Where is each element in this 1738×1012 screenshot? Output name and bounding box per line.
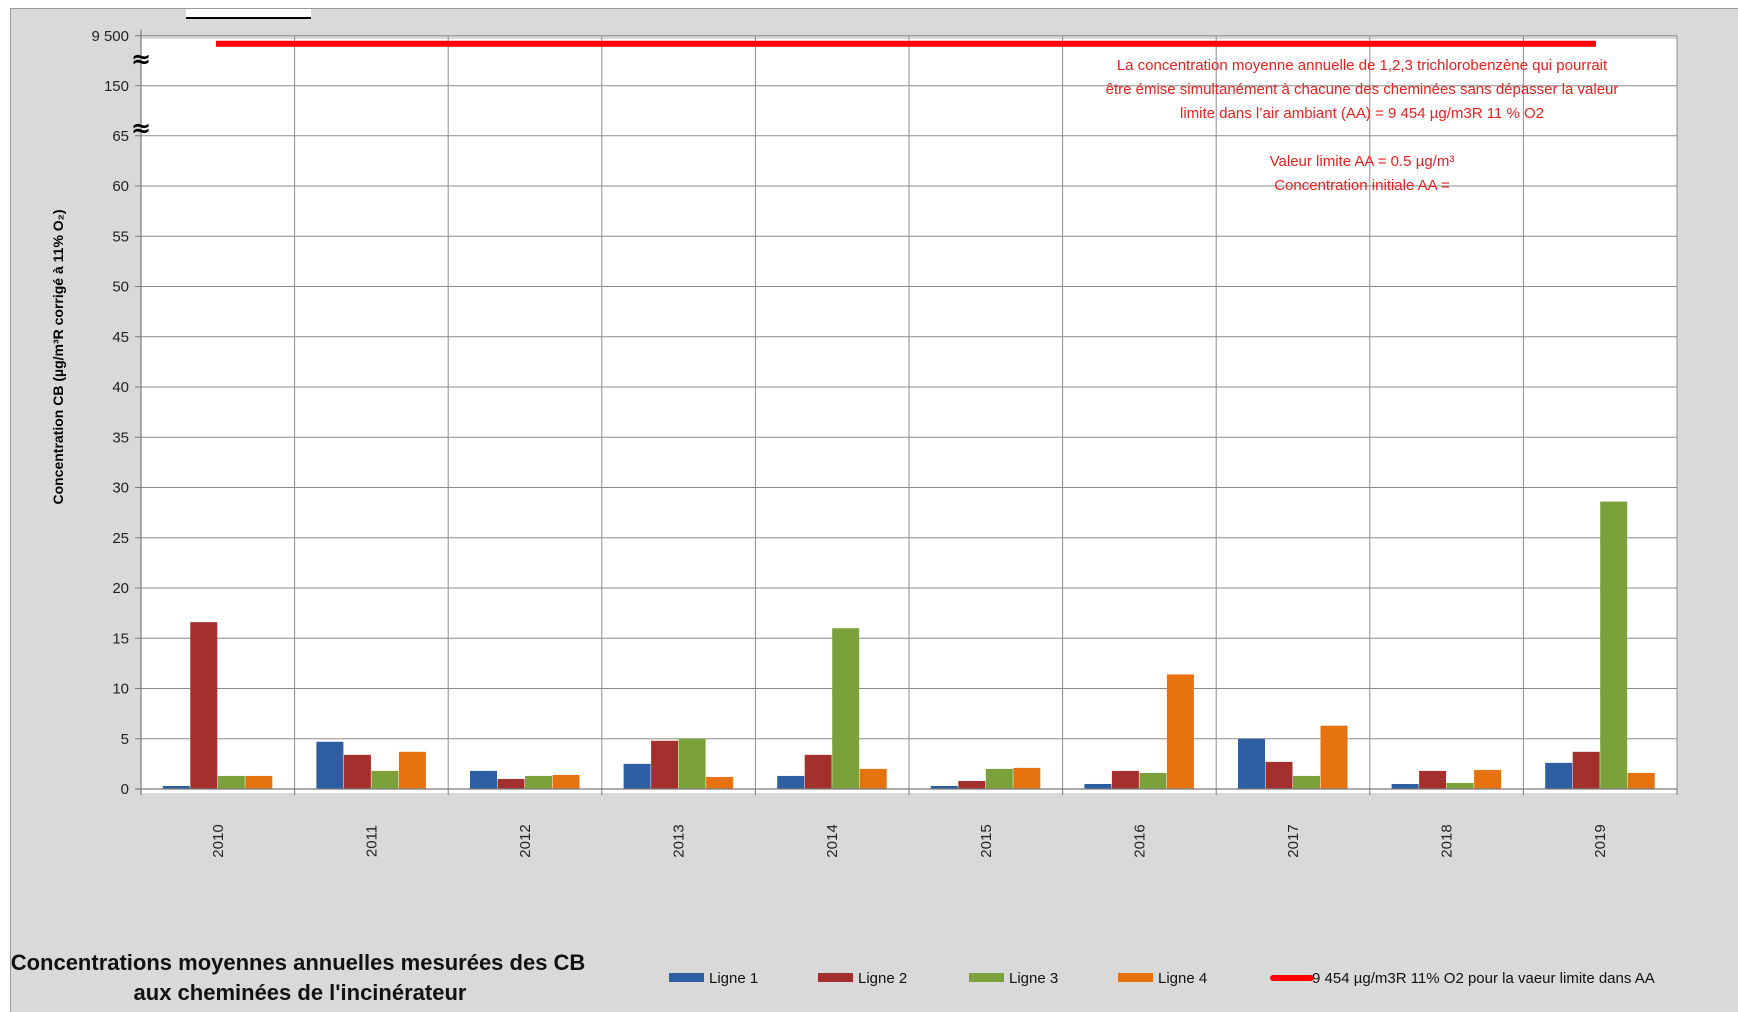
x-tick-label: 2017	[1285, 824, 1302, 857]
bar-ligne-2	[958, 780, 986, 789]
top-edge-notch	[186, 9, 311, 19]
bar-ligne-2	[651, 740, 679, 789]
x-tick-labels: 2010 2011 2012 2013 2014 2015 2016 2017 2018 2019	[210, 824, 1609, 857]
bar-ligne-3	[525, 775, 552, 789]
annotation-line: Valeur limite AA = 0.5 µg/m³	[1270, 153, 1455, 170]
bar-ligne-1	[316, 741, 344, 789]
bar-ligne-4	[1013, 767, 1041, 789]
bar-ligne-3	[217, 775, 245, 789]
y-tick-label: 15	[112, 630, 129, 647]
bar-ligne-4	[1474, 769, 1502, 789]
bar-ligne-1	[623, 763, 651, 789]
x-tick-label: 2018	[1439, 824, 1456, 857]
axes	[135, 29, 1678, 795]
bar-ligne-1	[1238, 738, 1265, 789]
legend-swatch	[969, 973, 1004, 982]
bar-ligne-4	[1627, 772, 1655, 789]
bar-ligne-1	[777, 775, 805, 789]
annotation-line: Concentration initiale AA =	[1274, 177, 1450, 194]
x-tick-label: 2010	[210, 824, 227, 857]
bar-ligne-4	[1166, 674, 1194, 789]
bar-ligne-3	[832, 628, 860, 789]
y-tick-label: 30	[112, 480, 129, 497]
annotation-block: La concentration moyenne annuelle de 1,2…	[1106, 57, 1619, 194]
bar-ligne-4	[859, 768, 887, 789]
axis-break-mark: ≈	[131, 45, 151, 73]
legend-swatch	[669, 973, 704, 982]
y-tick-label: 25	[112, 530, 129, 547]
y-tick-label: 55	[112, 228, 129, 245]
y-tick-label: 40	[112, 379, 129, 396]
chart-title-line: aux cheminées de l'incinérateur	[134, 980, 467, 1005]
bar-ligne-2	[497, 778, 525, 789]
bar-ligne-3	[371, 770, 399, 789]
legend-label: Ligne 2	[858, 970, 907, 987]
y-tick-label: 150	[104, 78, 129, 95]
bar-ligne-3	[1139, 772, 1167, 789]
chart-title-line: Concentrations moyennes annuelles mesuré…	[11, 950, 585, 975]
x-tick-label: 2011	[363, 825, 380, 857]
legend-label: Ligne 1	[709, 970, 758, 987]
grid	[141, 35, 1678, 789]
bar-ligne-2	[343, 754, 371, 789]
bar-ligne-1	[1084, 783, 1112, 789]
bar-ligne-3	[678, 738, 706, 789]
bar-ligne-3	[1293, 775, 1320, 789]
bar-ligne-4	[552, 774, 580, 789]
bar-ligne-3	[1446, 782, 1474, 789]
bar-ligne-1	[470, 770, 497, 789]
bar-ligne-2	[1111, 770, 1139, 789]
bar-ligne-2	[1572, 751, 1600, 789]
y-tick-label: 65	[112, 128, 129, 145]
bar-ligne-2	[804, 754, 832, 789]
bar-ligne-4	[245, 775, 273, 789]
axis-break-mark: ≈	[131, 114, 151, 142]
y-tick-label: 5	[121, 731, 129, 748]
legend-label: 9 454 µg/m3R 11% O2 pour la vaeur limite…	[1312, 970, 1655, 987]
annotation-line: La concentration moyenne annuelle de 1,2…	[1117, 57, 1608, 74]
y-axis-label: Concentration CB (µg/m³R corrigé à 11% O…	[50, 209, 66, 504]
y-tick-label: 9 500	[91, 28, 129, 45]
x-tick-label: 2015	[978, 824, 995, 857]
bar-ligne-2	[190, 622, 218, 789]
y-tick-label: 45	[112, 329, 129, 346]
y-tick-label: 35	[112, 429, 129, 446]
y-tick-label: 10	[112, 681, 129, 698]
y-tick-label: 60	[112, 178, 129, 195]
x-tick-label: 2013	[671, 824, 688, 857]
bars	[162, 501, 1655, 789]
x-tick-label: 2012	[517, 824, 534, 857]
y-tick-label: 20	[112, 580, 129, 597]
legend-label: Ligne 3	[1009, 970, 1058, 987]
bar-ligne-4	[706, 776, 734, 789]
chart-frame: 0 5 10 15 20 25 30 35 40 45 50 55 60 65 150 9 500 2010 2…	[10, 8, 1738, 1012]
bar-ligne-4	[398, 751, 426, 789]
bar-ligne-4	[1320, 725, 1348, 789]
legend-label: Ligne 4	[1158, 970, 1207, 987]
bar-ligne-1	[1391, 783, 1419, 789]
bar-ligne-1	[930, 785, 958, 789]
annotation-line: être émise simultanément à chacune des c…	[1106, 81, 1619, 98]
bar-ligne-1	[1545, 762, 1573, 789]
y-tick-label: 0	[121, 781, 129, 798]
bar-ligne-2	[1419, 770, 1447, 789]
legend: Ligne 1 Ligne 2 Ligne 3 Ligne 4 9 454 µg/m3R…	[669, 970, 1655, 987]
bar-ligne-1	[162, 785, 190, 789]
annotation-line: limite dans l’air ambiant (AA) = 9 454 µ…	[1180, 105, 1544, 122]
y-tick-label: 50	[112, 279, 129, 296]
legend-swatch	[818, 973, 853, 982]
x-tick-label: 2016	[1131, 824, 1148, 857]
x-tick-label: 2014	[824, 824, 841, 857]
chart-title: Concentrations moyennes annuelles mesuré…	[11, 950, 585, 1005]
legend-swatch	[1118, 973, 1153, 982]
x-tick-label: 2019	[1592, 824, 1609, 857]
bar-ligne-3	[1600, 501, 1628, 789]
y-tick-labels: 0 5 10 15 20 25 30 35 40 45 50 55 60 65 150 9 500	[91, 28, 129, 798]
bar-ligne-2	[1265, 761, 1293, 789]
bar-ligne-3	[985, 768, 1013, 789]
